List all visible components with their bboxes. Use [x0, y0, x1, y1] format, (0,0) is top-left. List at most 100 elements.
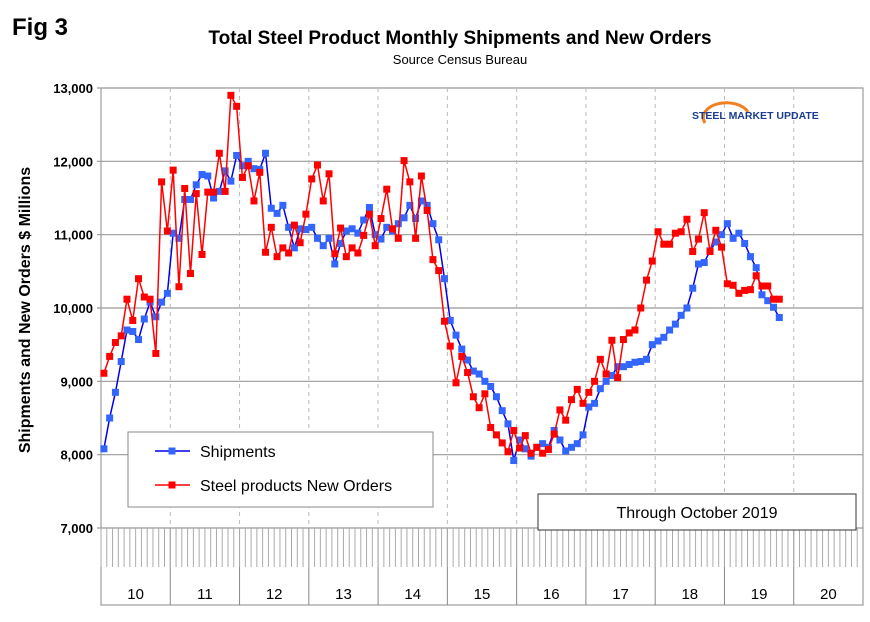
data-point — [446, 316, 454, 324]
legend-marker — [168, 447, 176, 455]
y-tick-label: 12,000 — [53, 154, 93, 169]
data-point — [365, 210, 373, 218]
data-point — [637, 358, 645, 366]
data-point — [181, 184, 189, 192]
data-point — [163, 227, 171, 235]
y-tick-label: 10,000 — [53, 301, 93, 316]
data-point — [250, 165, 258, 173]
data-point — [516, 444, 524, 452]
data-point — [775, 295, 783, 303]
data-point — [135, 336, 143, 344]
data-point — [516, 436, 524, 444]
data-point — [631, 358, 639, 366]
data-point — [608, 336, 616, 344]
y-tick-label: 7,000 — [60, 521, 93, 536]
data-point — [602, 370, 610, 378]
data-point — [764, 297, 772, 305]
data-point — [550, 430, 558, 438]
data-point — [279, 244, 287, 252]
data-point — [117, 358, 125, 366]
data-point — [429, 256, 437, 264]
data-point — [192, 190, 200, 198]
data-point — [158, 298, 166, 306]
data-point — [464, 369, 472, 377]
x-tick-label: 18 — [681, 586, 698, 603]
data-point — [446, 342, 454, 350]
data-point — [596, 355, 604, 363]
data-point — [244, 162, 252, 170]
data-point — [660, 240, 668, 248]
data-point — [308, 223, 316, 231]
data-point — [365, 204, 373, 212]
x-tick-label: 15 — [474, 586, 491, 603]
data-point — [290, 244, 298, 252]
data-point — [700, 209, 708, 217]
data-point — [135, 275, 143, 283]
data-point — [100, 369, 108, 377]
data-point — [712, 226, 720, 234]
data-point — [458, 352, 466, 360]
data-point — [348, 225, 356, 233]
data-point — [723, 280, 731, 288]
data-point — [325, 234, 333, 242]
data-point — [487, 424, 495, 432]
data-point — [770, 303, 778, 311]
data-point — [579, 431, 587, 439]
data-point — [423, 206, 431, 214]
data-point — [331, 260, 339, 268]
data-point — [752, 272, 760, 280]
data-point — [452, 331, 460, 339]
data-point — [585, 388, 593, 396]
data-point — [400, 157, 408, 165]
data-point — [567, 443, 575, 451]
data-point — [348, 244, 356, 252]
data-point — [400, 214, 408, 222]
data-point — [492, 393, 500, 401]
data-point — [360, 216, 368, 224]
data-point — [371, 242, 379, 250]
y-tick-label: 8,000 — [60, 448, 93, 463]
data-point — [296, 239, 304, 247]
data-point — [567, 396, 575, 404]
data-point — [394, 220, 402, 228]
x-tick-label: 13 — [335, 586, 352, 603]
data-point — [106, 352, 114, 360]
data-point — [204, 172, 212, 180]
data-point — [227, 91, 235, 99]
data-point — [302, 210, 310, 218]
data-point — [146, 295, 154, 303]
y-axis-label: Shipments and New Orders $ Millions — [17, 167, 34, 453]
data-point — [215, 187, 223, 195]
data-point — [700, 259, 708, 267]
data-point — [475, 404, 483, 412]
x-tick-label: 12 — [266, 586, 283, 603]
data-point — [689, 284, 697, 292]
data-point — [481, 390, 489, 398]
data-point — [100, 445, 108, 453]
chart-subtitle: Source Census Bureau — [392, 52, 528, 67]
data-point — [169, 166, 177, 174]
y-tick-label: 11,000 — [54, 228, 93, 243]
data-point — [221, 187, 229, 195]
logo-swoosh — [701, 101, 750, 124]
data-point — [573, 440, 581, 448]
legend-label: Shipments — [200, 444, 276, 461]
data-point — [296, 225, 304, 233]
data-point — [123, 326, 131, 334]
data-point — [648, 341, 656, 349]
x-tick-label: 16 — [543, 586, 560, 603]
data-point — [619, 336, 627, 344]
data-point — [694, 235, 702, 243]
data-point — [319, 197, 327, 205]
data-point — [654, 228, 662, 236]
data-point — [417, 197, 425, 205]
data-point — [752, 264, 760, 272]
data-point — [469, 393, 477, 401]
data-point — [238, 173, 246, 181]
data-point — [435, 236, 443, 244]
data-point — [354, 249, 362, 257]
data-point — [712, 238, 720, 246]
data-point — [273, 253, 281, 261]
data-point — [285, 223, 293, 231]
data-point — [331, 250, 339, 258]
